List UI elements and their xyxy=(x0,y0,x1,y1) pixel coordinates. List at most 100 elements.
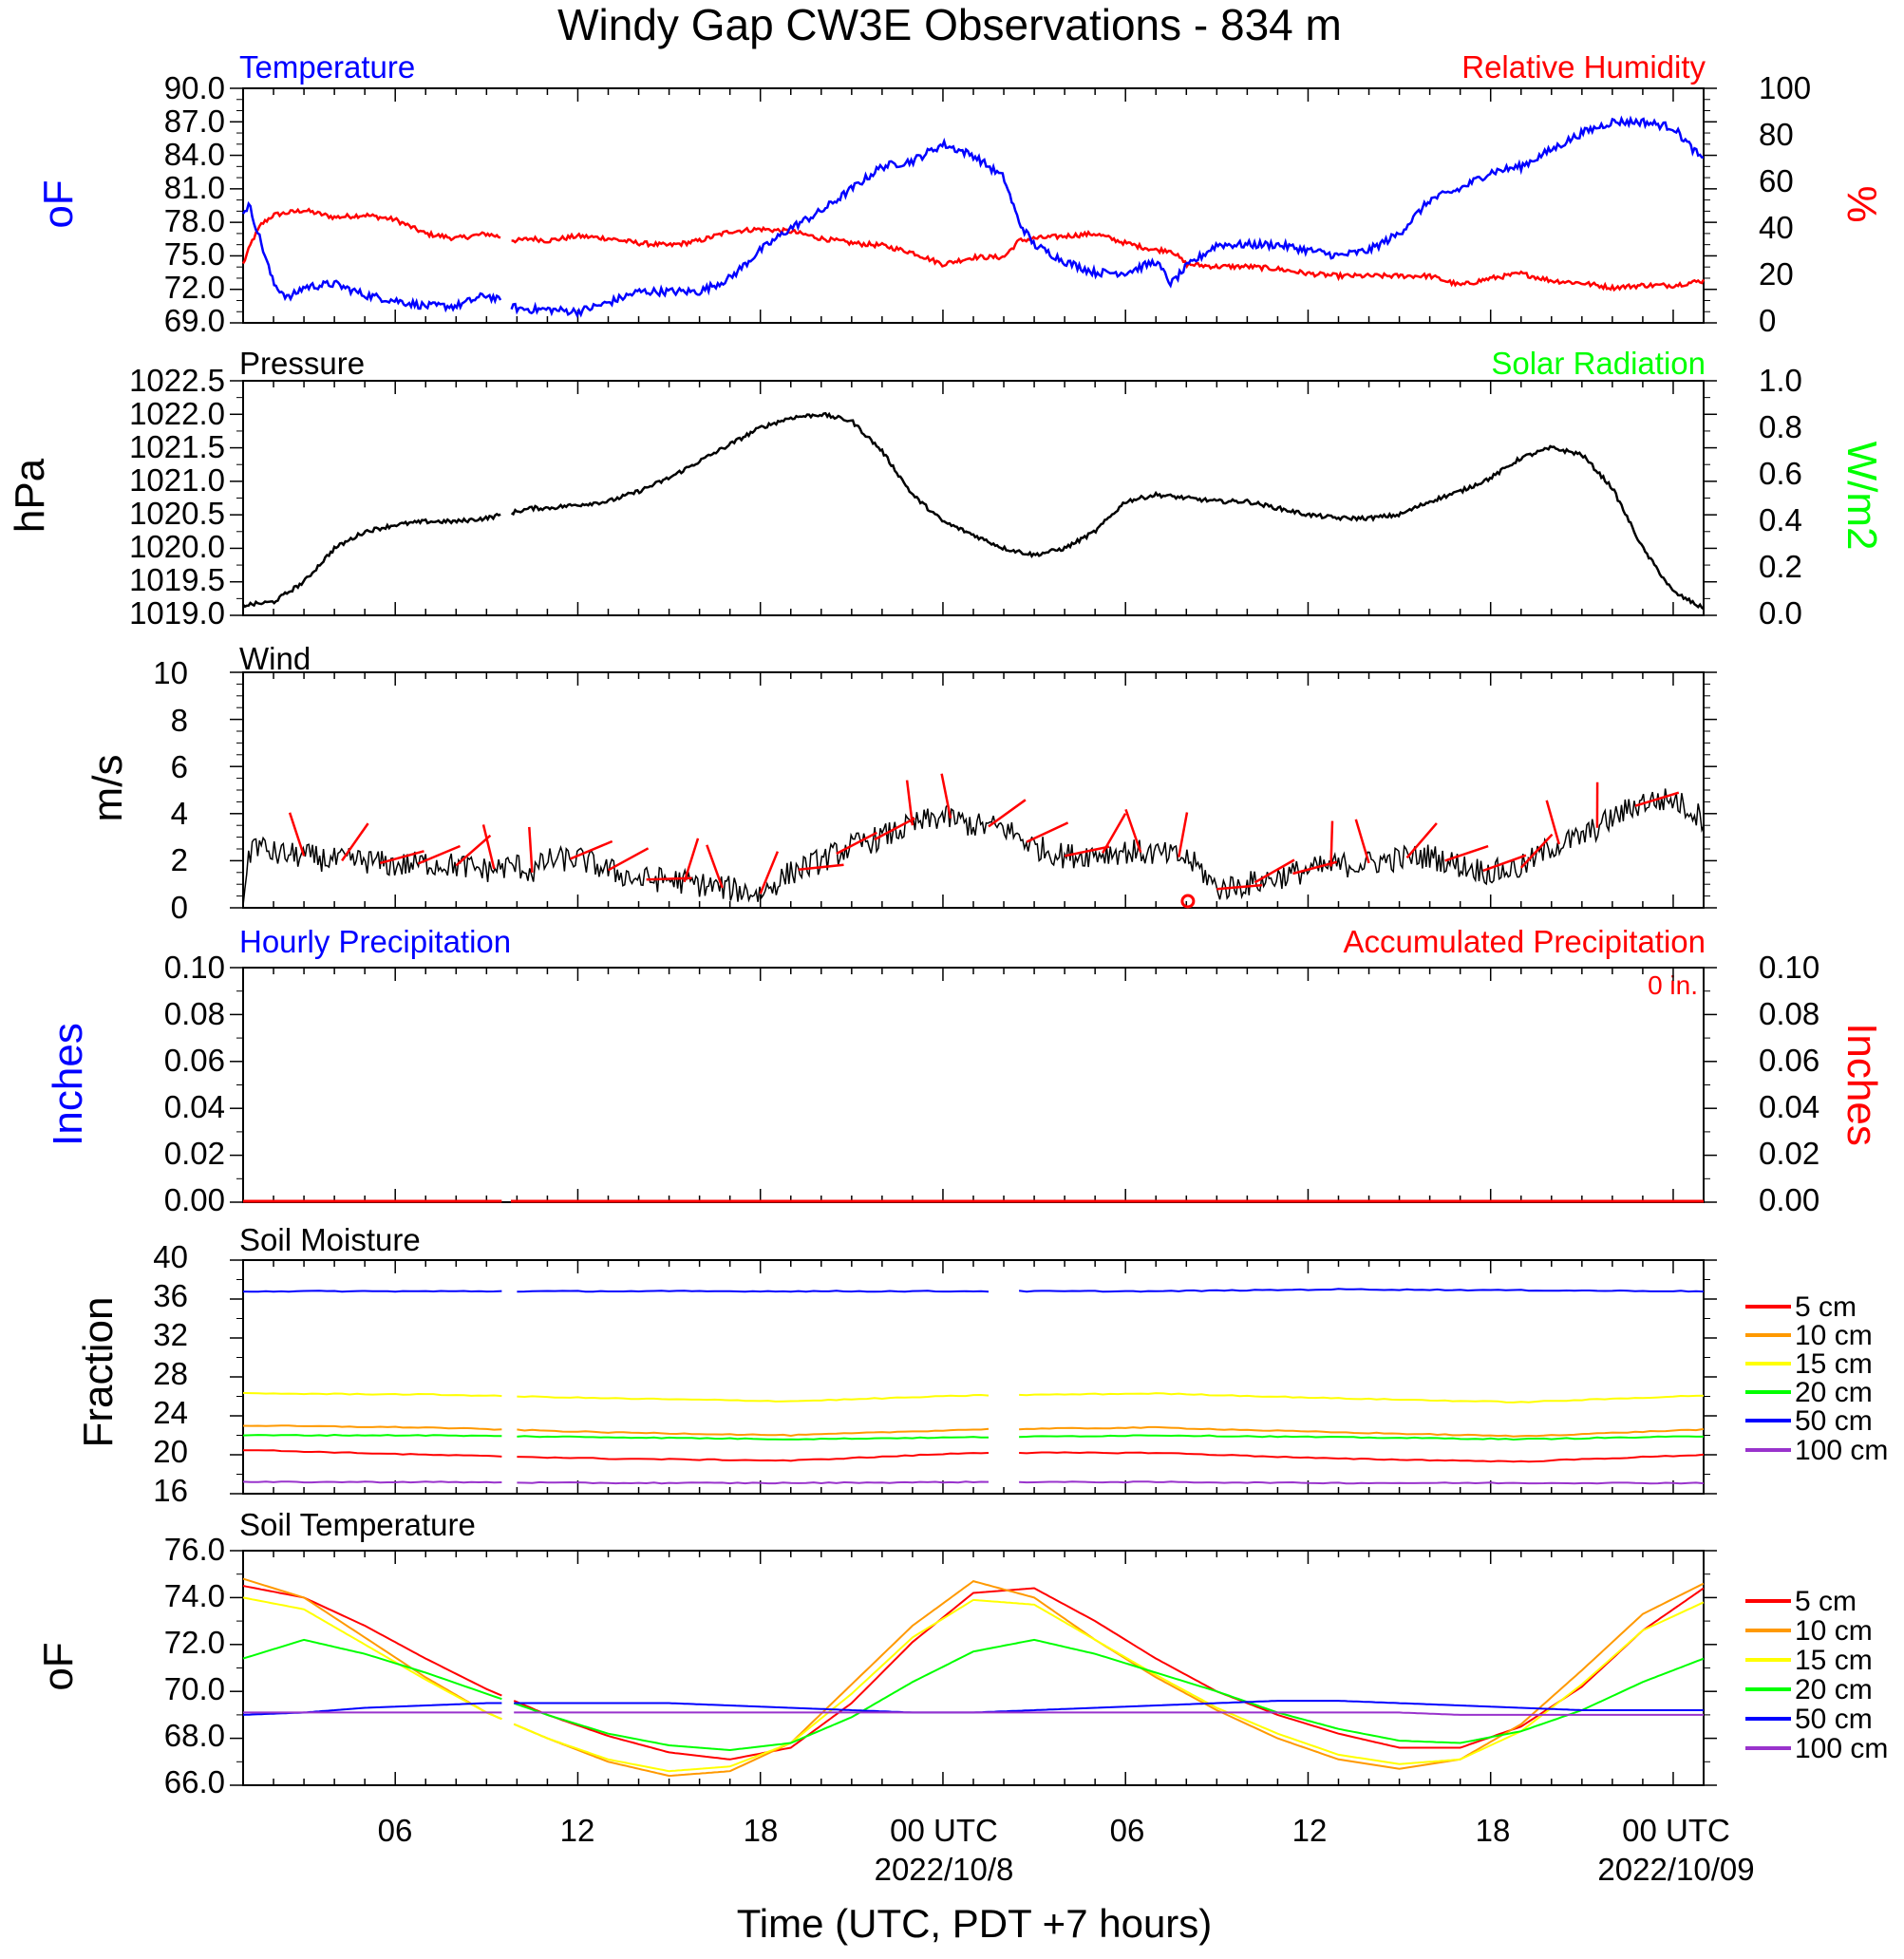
legend-label: 50 cm xyxy=(1795,1405,1873,1437)
x-tick-label: 00 UTC xyxy=(1622,1813,1730,1848)
panel1-left-unit: oF xyxy=(35,179,82,228)
panel4-left-tick-labels: 0.10 0.08 0.06 0.04 0.02 0.00 xyxy=(164,950,225,1217)
tick-label: 66.0 xyxy=(164,1764,225,1799)
legend-label: 10 cm xyxy=(1795,1615,1873,1647)
panel6-left-title: Soil Temperature xyxy=(239,1507,476,1542)
tick-label: 0.8 xyxy=(1759,409,1802,444)
tick-label: 20 xyxy=(1759,256,1794,292)
series-line-soil-temperature-100cm xyxy=(243,1712,1704,1715)
tick-label: 81.0 xyxy=(164,170,225,205)
tick-label: 6 xyxy=(171,749,188,784)
calm-wind-marker xyxy=(1182,895,1194,907)
panel5-legend: 5 cm 10 cm 15 cm 20 cm 50 cm 100 cm xyxy=(1745,1291,1888,1466)
panel1-left-tick-labels: 90.0 87.0 84.0 81.0 78.0 75.0 72.0 69.0 xyxy=(164,70,225,338)
panel2-right-unit: W/m2 xyxy=(1838,442,1885,551)
tick-label: 10 xyxy=(153,655,188,690)
panel1-frame xyxy=(243,88,1704,323)
tick-label: 0.10 xyxy=(1759,950,1819,985)
tick-label: 0 xyxy=(171,890,188,925)
panel5-left-unit: Fraction xyxy=(75,1297,122,1448)
panel4-right-title: Accumulated Precipitation xyxy=(1343,924,1706,959)
legend-label: 5 cm xyxy=(1795,1291,1857,1323)
tick-label: 1022.5 xyxy=(129,363,225,398)
panel2-right-title: Solar Radiation xyxy=(1491,346,1706,381)
tick-label: 72.0 xyxy=(164,270,225,305)
tick-label: 72.0 xyxy=(164,1625,225,1660)
tick-label: 16 xyxy=(153,1473,188,1508)
wind-barb xyxy=(342,823,368,860)
legend-label: 100 cm xyxy=(1795,1733,1888,1764)
panel-wind: Wind m/s 10 8 6 4 2 0 xyxy=(85,641,311,925)
tick-label: 1019.5 xyxy=(129,562,225,597)
tick-label: 0.02 xyxy=(1759,1136,1819,1171)
panel1-right-unit: % xyxy=(1838,185,1885,222)
tick-label: 20 xyxy=(153,1434,188,1469)
tick-label: 1019.0 xyxy=(129,595,225,631)
series-line-relative-humidity xyxy=(243,209,1704,290)
legend-label: 15 cm xyxy=(1795,1348,1873,1380)
tick-label: 70.0 xyxy=(164,1671,225,1706)
series-line-soil-moisture-100cm xyxy=(243,1481,1704,1483)
series-line-soil-moisture-5cm xyxy=(243,1450,1704,1461)
tick-label: 0.6 xyxy=(1759,456,1802,491)
tick-label: 76.0 xyxy=(164,1532,225,1567)
x-tick-label: 12 xyxy=(1292,1813,1328,1848)
panel5-frame xyxy=(243,1260,1704,1494)
tick-label: 0.08 xyxy=(164,996,225,1031)
panel4-right-tick-labels: 0.10 0.08 0.06 0.04 0.02 0.00 xyxy=(1759,950,1819,1217)
panel3-frame xyxy=(243,672,1704,908)
panel-soil-moisture: Soil Moisture Fraction 40 36 32 28 24 20… xyxy=(75,1222,1888,1508)
wind-barb xyxy=(1027,822,1068,841)
tick-label: 32 xyxy=(153,1317,188,1352)
panel1-right-tick-labels: 100 80 60 40 20 0 xyxy=(1759,70,1811,338)
series-line-soil-moisture-10cm xyxy=(243,1425,1704,1437)
tick-label: 60 xyxy=(1759,163,1794,198)
wind-barb xyxy=(1331,821,1333,867)
panel3-left-title: Wind xyxy=(239,641,311,676)
tick-label: 0.04 xyxy=(164,1089,225,1124)
tick-label: 40 xyxy=(1759,210,1794,245)
panel2-left-unit: hPa xyxy=(7,458,53,533)
series-line-soil-moisture-50cm xyxy=(243,1289,1704,1291)
tick-label: 0.06 xyxy=(164,1043,225,1078)
x-tick-label: 12 xyxy=(560,1813,595,1848)
tick-label: 87.0 xyxy=(164,104,225,139)
tick-label: 0.2 xyxy=(1759,549,1802,584)
tick-label: 1020.0 xyxy=(129,529,225,564)
panel2-frame xyxy=(243,381,1704,615)
panel6-frame xyxy=(243,1551,1704,1785)
series-line-soil-temperature-5cm xyxy=(243,1586,1704,1760)
x-tick-label: 18 xyxy=(744,1813,779,1848)
tick-label: 4 xyxy=(171,796,188,831)
tick-label: 90.0 xyxy=(164,70,225,105)
tick-label: 0.06 xyxy=(1759,1043,1819,1078)
tick-label: 36 xyxy=(153,1278,188,1313)
panel1-right-title: Relative Humidity xyxy=(1461,49,1706,85)
tick-label: 68.0 xyxy=(164,1718,225,1753)
panel5-left-title: Soil Moisture xyxy=(239,1222,421,1257)
panel4-right-unit: Inches xyxy=(1838,1023,1885,1146)
tick-label: 1021.5 xyxy=(129,429,225,464)
series-line-pressure xyxy=(243,413,1704,609)
tick-label: 75.0 xyxy=(164,236,225,272)
tick-label: 1.0 xyxy=(1759,363,1802,398)
tick-label: 1022.0 xyxy=(129,396,225,431)
panel2-left-tick-labels: 1022.5 1022.0 1021.5 1021.0 1020.5 1020.… xyxy=(129,363,225,631)
x-tick-label: 06 xyxy=(378,1813,413,1848)
legend-label: 20 cm xyxy=(1795,1674,1873,1705)
panel6-legend: 5 cm 10 cm 15 cm 20 cm 50 cm 100 cm xyxy=(1745,1586,1888,1764)
tick-label: 0.00 xyxy=(1759,1182,1819,1217)
panel3-left-tick-labels: 10 8 6 4 2 0 xyxy=(153,655,188,925)
tick-label: 69.0 xyxy=(164,303,225,338)
x-tick-label: 06 xyxy=(1110,1813,1145,1848)
wind-barb xyxy=(1521,835,1553,868)
tick-label: 0.0 xyxy=(1759,595,1802,631)
panel4-frame xyxy=(243,968,1704,1202)
legend-label: 50 cm xyxy=(1795,1704,1873,1735)
legend-label: 5 cm xyxy=(1795,1586,1857,1617)
tick-label: 40 xyxy=(153,1239,188,1274)
wind-barb xyxy=(1356,819,1369,863)
x-axis: 06 12 18 00 UTC 06 12 18 00 UTC 2022/10/… xyxy=(378,1813,1755,1946)
